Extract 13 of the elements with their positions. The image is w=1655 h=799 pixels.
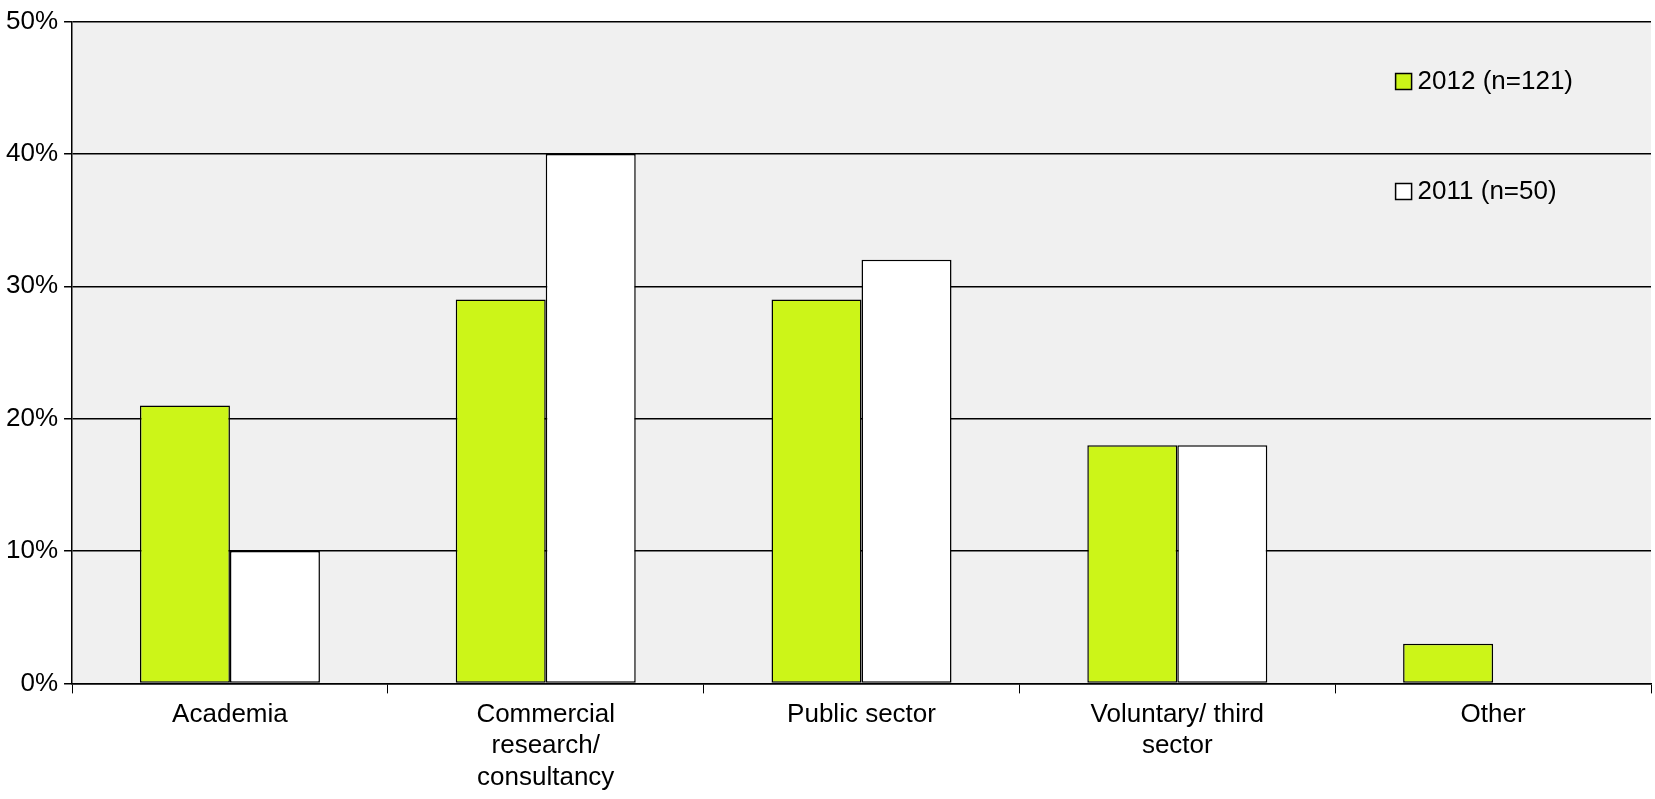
x-tick-label: Public sector [787,698,937,729]
y-tick-label: 10% [5,534,59,565]
y-tick-label: 0% [20,666,59,697]
legend-label: 2012 (n=121) [1417,64,1573,95]
y-tick-label: 40% [5,137,59,168]
legend-label: 2011 (n=50) [1417,174,1557,205]
y-tick-label: 20% [5,401,59,432]
x-tick-label: Voluntary/ third sector [1090,698,1265,760]
y-tick-label: 50% [5,4,59,35]
x-tick-label: Other [1460,698,1526,729]
x-tick-label: Commercial research/ consultancy [476,698,616,791]
y-tick-label: 30% [5,269,59,300]
x-tick-label: Academia [172,698,289,729]
